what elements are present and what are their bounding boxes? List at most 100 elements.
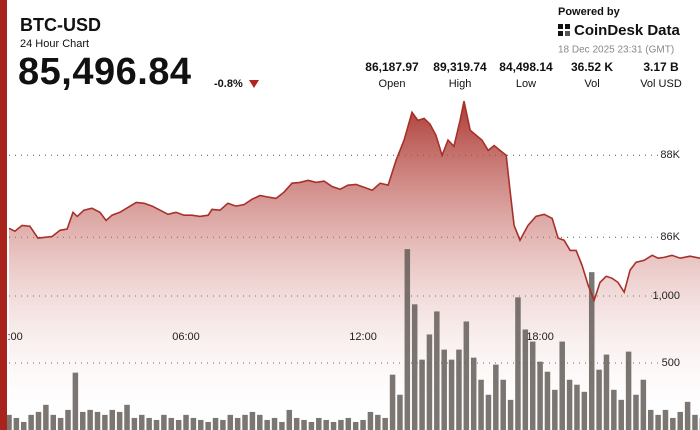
volume-bar (647, 409, 654, 430)
volume-bar (242, 414, 248, 430)
volume-bar (684, 401, 691, 430)
x-tick-label: 06:00 (172, 331, 200, 343)
volume-bar (662, 409, 669, 430)
volume-bar (279, 421, 285, 430)
volume-bar (146, 417, 152, 430)
volume-bar (293, 417, 300, 430)
price-line (8, 101, 700, 303)
volume-bar (618, 399, 624, 430)
x-tick-label: 18:00 (526, 331, 554, 343)
volume-bar (205, 421, 211, 430)
volume-bar (456, 349, 462, 430)
volume-bar (522, 329, 529, 430)
volume-bar (574, 384, 580, 430)
volume-bar (485, 394, 492, 430)
brand: CoinDesk Data (574, 22, 681, 39)
stat-value: 84,498.14 (499, 60, 553, 74)
y-tick-label: 86K (660, 231, 680, 243)
volume-bar (559, 341, 565, 430)
volume-bar (131, 417, 138, 430)
volume-bar (434, 311, 440, 430)
stat-value: 3.17 B (643, 60, 679, 74)
volume-bar (190, 417, 197, 430)
volume-bar (581, 391, 588, 430)
volume-bar (633, 394, 639, 430)
volume-bar (448, 359, 455, 430)
volume-bar (234, 417, 241, 430)
volume-bar (655, 414, 661, 430)
volume-bar (65, 409, 71, 430)
volume-bar (198, 419, 204, 430)
accent-strip (0, 0, 7, 430)
volume-bar (544, 371, 551, 430)
volume-bar (161, 414, 167, 430)
volume-bar (308, 421, 315, 430)
volume-bar (411, 304, 418, 430)
volume-bar (463, 321, 470, 430)
volume-bar (537, 361, 543, 430)
volume-bar (212, 417, 219, 430)
volume-bar (552, 389, 558, 430)
volume-bar (57, 417, 64, 430)
volume-bar (330, 421, 337, 430)
volume-bar (87, 409, 93, 430)
volume-bar (470, 357, 477, 430)
volume-bar (139, 414, 145, 430)
volume-bar (13, 417, 20, 430)
volume-bar (382, 417, 388, 430)
volume-bar (286, 409, 293, 430)
volume-bar (271, 417, 278, 430)
volume-bar (493, 364, 499, 430)
volume-bar (677, 411, 683, 430)
volume-bar (28, 414, 34, 430)
volume-bar (692, 414, 698, 430)
stat-value: 86,187.97 (365, 60, 419, 74)
volume-bar (588, 272, 595, 430)
title: BTC-USD (20, 15, 101, 35)
volume-bar (670, 417, 676, 430)
volume-bar (109, 409, 116, 430)
volume-bar (611, 389, 617, 430)
volume-bar (529, 341, 536, 430)
volume-bar (478, 379, 484, 430)
x-tick-label: 12:00 (349, 331, 377, 343)
volume-bar (227, 414, 234, 430)
subtitle: 24 Hour Chart (20, 38, 89, 50)
volume-bar (124, 404, 130, 430)
volume-bar (153, 419, 160, 430)
down-arrow (249, 80, 259, 88)
volume-bar (301, 419, 307, 430)
volume-bar (345, 417, 352, 430)
volume-bar (264, 419, 270, 430)
volume-bar (389, 374, 396, 430)
stat-label: High (449, 78, 472, 90)
volume-bar (168, 417, 175, 430)
y2-tick-label: 500 (662, 357, 680, 369)
volume-bar (640, 379, 647, 430)
volume-bar (94, 411, 101, 430)
y2-tick-label: 1,000 (652, 290, 680, 302)
volume-bar (352, 421, 359, 430)
volume-bar (426, 334, 433, 430)
y-tick-label: 88K (660, 149, 680, 161)
stats: 86,187.97 Open 89,319.74 High 84,498.14 Low 36… (365, 60, 682, 90)
volume-bar (507, 399, 514, 430)
volume-bar (220, 419, 226, 430)
volume-bar (102, 414, 108, 430)
stat-label: Low (516, 78, 536, 90)
volume-bar (625, 351, 632, 430)
volume-bar (257, 414, 263, 430)
stat-label: Open (379, 78, 406, 90)
volume-bar (360, 419, 366, 430)
volume-bar (50, 414, 57, 430)
stat-value: 36.52 K (571, 60, 613, 74)
stat-value: 89,319.74 (433, 60, 487, 74)
volume-bar (316, 417, 322, 430)
change: -0.8% (214, 78, 243, 90)
volume-bar (500, 379, 506, 430)
logo-icon (558, 24, 570, 36)
volume-bar (249, 411, 256, 430)
